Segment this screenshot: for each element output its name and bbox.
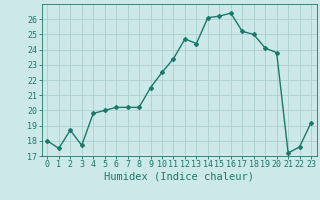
- X-axis label: Humidex (Indice chaleur): Humidex (Indice chaleur): [104, 172, 254, 182]
